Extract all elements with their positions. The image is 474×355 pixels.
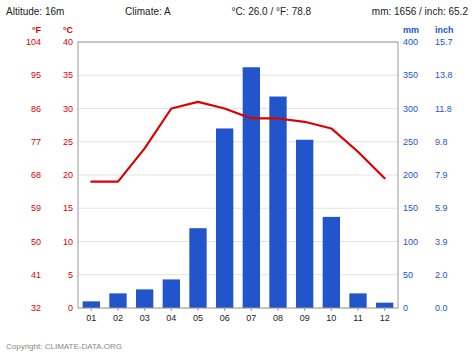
tick-label: 350 xyxy=(403,70,418,80)
tick xyxy=(171,308,172,311)
tick-label: 50 xyxy=(403,270,413,280)
tick-label: 250 xyxy=(403,137,418,147)
bar xyxy=(83,301,100,308)
tick-label: 0.0 xyxy=(435,303,448,313)
tick-label: 9.8 xyxy=(435,137,448,147)
tick-label: 95 xyxy=(31,70,41,80)
tick-label: 40 xyxy=(63,37,73,47)
tick xyxy=(331,308,332,311)
tick-label: 25 xyxy=(63,137,73,147)
tick-label: 32 xyxy=(31,303,41,313)
tick-label: 200 xyxy=(403,170,418,180)
tick xyxy=(224,308,225,311)
grid-line xyxy=(78,208,398,209)
bar xyxy=(269,97,286,308)
tick-label: 15.7 xyxy=(435,37,453,47)
tick-label: 86 xyxy=(31,104,41,114)
annotation: mm: 1656 / inch: 65.2 xyxy=(372,6,469,17)
bar xyxy=(216,128,233,308)
grid-line xyxy=(78,108,398,109)
plot-frame xyxy=(78,42,398,308)
grid-line xyxy=(78,241,398,242)
tick xyxy=(91,308,92,311)
tick-label: 11 xyxy=(353,313,362,323)
tick-label: 01 xyxy=(86,313,96,323)
tick-label: 400 xyxy=(403,37,418,47)
tick xyxy=(118,308,119,311)
chart: 0510152025303540324150596877869510405010… xyxy=(0,0,474,355)
tick xyxy=(144,308,145,311)
annotation: Climate: A xyxy=(125,6,171,17)
tick-label: 15 xyxy=(63,203,73,213)
tick-label: 0 xyxy=(68,303,73,313)
bar xyxy=(163,279,180,308)
tick-label: 10 xyxy=(326,313,336,323)
tick-label: 3.9 xyxy=(435,237,448,247)
tick-label: 30 xyxy=(63,104,73,114)
tick-label: 20 xyxy=(63,170,73,180)
axis-label: °C xyxy=(63,25,74,35)
marks xyxy=(83,67,394,308)
tick-label: 100 xyxy=(403,237,418,247)
tick-label: 09 xyxy=(300,313,310,323)
tick-label: 12 xyxy=(380,313,390,323)
grid-line xyxy=(78,175,398,176)
tick-label: 04 xyxy=(166,313,176,323)
bar xyxy=(189,228,206,308)
tick xyxy=(358,308,359,311)
bar xyxy=(109,293,126,308)
annotation: °C: 26.0 / °F: 78.8 xyxy=(231,6,311,17)
tick-label: 0 xyxy=(403,303,408,313)
annotations: Altitude: 16m Climate: A °C: 26.0 / °F: 78… xyxy=(6,6,468,17)
bar xyxy=(376,303,393,308)
axes: 0510152025303540324150596877869510405010… xyxy=(26,37,453,323)
tick-label: 11.8 xyxy=(435,104,452,114)
tick-label: 104 xyxy=(26,37,41,47)
tick xyxy=(304,308,305,311)
tick-label: 68 xyxy=(31,170,41,180)
tick-label: 03 xyxy=(140,313,150,323)
bar xyxy=(296,140,313,308)
tick xyxy=(278,308,279,311)
tick-label: 41 xyxy=(31,270,41,280)
grid-line xyxy=(78,75,398,76)
tick-label: 300 xyxy=(403,104,418,114)
bar xyxy=(243,67,260,308)
tick-label: 10 xyxy=(63,237,73,247)
annotation: Altitude: 16m xyxy=(6,6,64,17)
tick-label: 13.8 xyxy=(435,70,453,80)
tick-label: 02 xyxy=(113,313,123,323)
tick-label: 07 xyxy=(246,313,256,323)
tick-label: 59 xyxy=(31,203,41,213)
tick xyxy=(251,308,252,311)
bar xyxy=(323,217,340,308)
axis-label: °F xyxy=(32,25,42,35)
tick-label: 77 xyxy=(31,137,41,147)
tick-label: 35 xyxy=(63,70,73,80)
grid-line xyxy=(78,141,398,142)
tick-label: 05 xyxy=(193,313,203,323)
tick-label: 06 xyxy=(220,313,230,323)
tick-label: 50 xyxy=(31,237,41,247)
tick xyxy=(384,308,385,311)
tick-label: 150 xyxy=(403,203,418,213)
tick-label: 7.9 xyxy=(435,170,448,180)
tick-label: 5 xyxy=(68,270,73,280)
tick-label: 2.0 xyxy=(435,270,448,280)
bar xyxy=(136,289,153,308)
axis-label: inch xyxy=(435,25,454,35)
grid-line xyxy=(78,274,398,275)
source: Copyright: CLIMATE-DATA.ORG xyxy=(6,342,122,351)
line xyxy=(91,102,384,182)
tick xyxy=(198,308,199,311)
bar xyxy=(349,293,366,308)
tick-label: 5.9 xyxy=(435,203,448,213)
axis-label: mm xyxy=(403,25,419,35)
grid xyxy=(78,42,398,308)
tick-label: 08 xyxy=(273,313,283,323)
